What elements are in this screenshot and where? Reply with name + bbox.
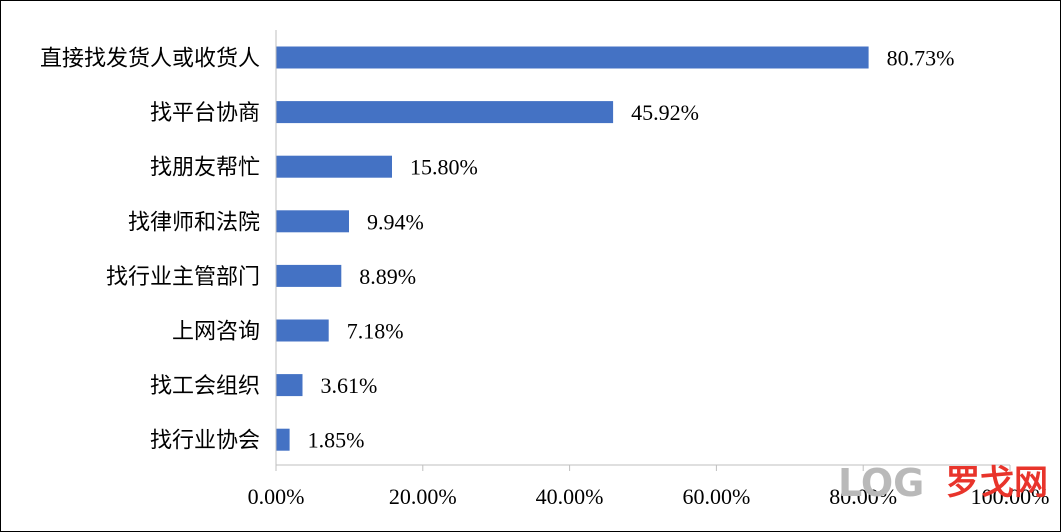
value-label-2: 15.80%: [410, 155, 478, 180]
value-labels-group: 80.73% 45.92% 15.80% 9.94% 8.89% 7.18% 3.61% 1.…: [308, 46, 955, 453]
watermark-logo: LOG: [838, 461, 924, 505]
category-label-1: 找平台协商: [150, 101, 260, 126]
value-label-6: 3.61%: [321, 373, 378, 398]
category-label-3: 找律师和法院: [128, 210, 260, 235]
value-label-7: 1.85%: [308, 428, 365, 453]
x-tick-label-5: 100.00%: [971, 484, 1050, 509]
category-label-7: 找行业协会: [150, 429, 260, 454]
category-labels-group: 直接找发货人或收货人找平台协商找朋友帮忙找律师和法院找行业主管部门上网咨询找工会…: [40, 47, 260, 454]
category-label-5: 上网咨询: [172, 320, 260, 345]
watermark: LOG 罗戈网: [838, 461, 1048, 505]
category-label-4: 找行业主管部门: [106, 265, 260, 290]
category-label-2: 找朋友帮忙: [150, 156, 260, 181]
bar-4: [276, 264, 342, 287]
bar-2: [276, 155, 392, 178]
value-label-1: 45.92%: [631, 100, 699, 125]
category-label-0: 直接找发货人或收货人: [40, 47, 260, 72]
x-tick-label-0: 0.00%: [248, 484, 305, 509]
value-label-3: 9.94%: [367, 209, 424, 234]
watermark-text: 罗戈网: [946, 463, 1048, 503]
bar-3: [276, 210, 349, 233]
bar-7: [276, 428, 290, 451]
x-tick-label-2: 40.00%: [536, 484, 604, 509]
value-label-5: 7.18%: [347, 319, 404, 344]
bars-group: [276, 46, 869, 451]
axes-group: 0.00% 20.00% 40.00% 60.00% 80.00% 100.00%: [248, 30, 1050, 509]
bar-1: [276, 101, 614, 124]
bar-6: [276, 374, 303, 397]
x-tick-label-3: 60.00%: [682, 484, 750, 509]
category-label-6: 找工会组织: [150, 374, 260, 399]
value-label-4: 8.89%: [359, 264, 416, 289]
value-label-0: 80.73%: [887, 46, 955, 71]
x-tick-label-4: 80.00%: [829, 484, 897, 509]
x-tick-label-1: 20.00%: [389, 484, 457, 509]
bar-0: [276, 46, 869, 69]
bar-5: [276, 319, 329, 342]
